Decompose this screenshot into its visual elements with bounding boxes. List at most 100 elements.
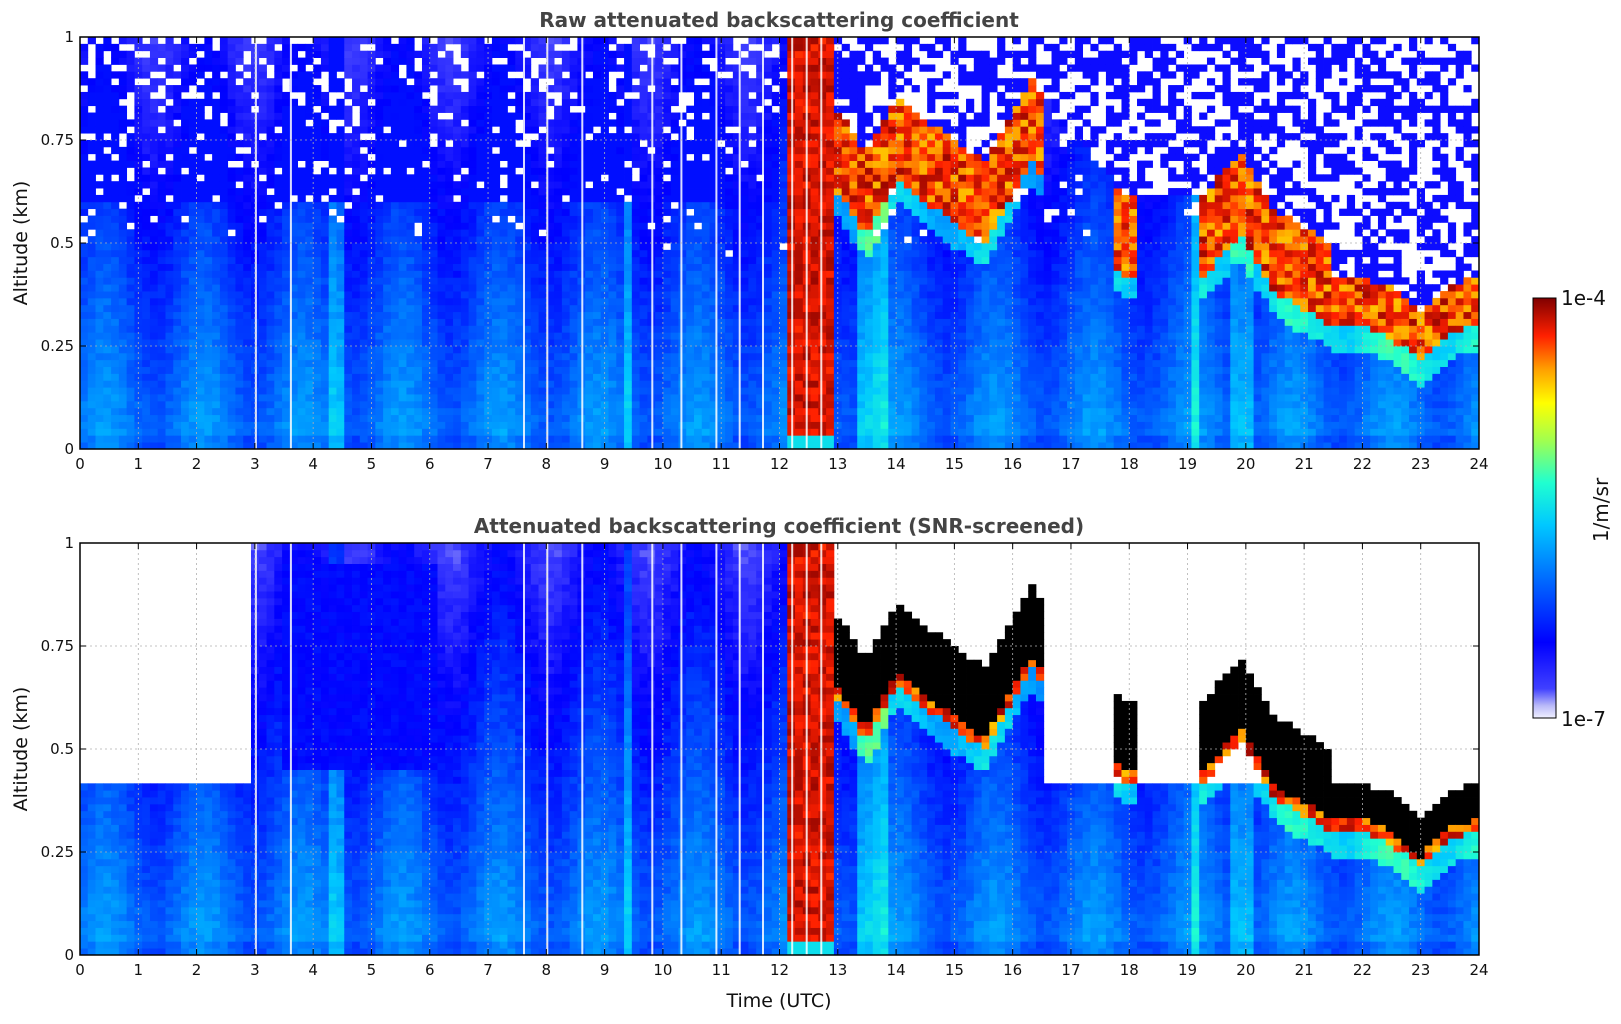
- heatmap-cell: [344, 360, 352, 367]
- heatmap-cell: [111, 408, 119, 415]
- heatmap-cell: [103, 119, 111, 126]
- heatmap-cell: [103, 264, 111, 271]
- heatmap-cell: [274, 264, 282, 271]
- heatmap-cell: [88, 339, 96, 346]
- heatmap-cell: [352, 202, 360, 209]
- heatmap-cell: [119, 126, 127, 133]
- heatmap-cell: [305, 229, 313, 236]
- heatmap-cell: [165, 332, 173, 339]
- heatmap-cell: [189, 44, 197, 51]
- heatmap-cell: [88, 257, 96, 264]
- heatmap-cell: [165, 85, 173, 92]
- heatmap-cell: [96, 113, 104, 120]
- heatmap-cell: [414, 78, 422, 85]
- heatmap-cell: [329, 133, 337, 140]
- heatmap-cell: [267, 435, 275, 442]
- heatmap-cell: [103, 222, 111, 229]
- heatmap-cell: [274, 284, 282, 291]
- heatmap-cell: [422, 435, 430, 442]
- heatmap-cell: [181, 37, 189, 44]
- heatmap-cell: [305, 284, 313, 291]
- heatmap-cell: [111, 99, 119, 106]
- heatmap-cell: [243, 167, 251, 174]
- heatmap-cell: [150, 209, 158, 216]
- heatmap-cell: [445, 58, 453, 65]
- heatmap-cell: [274, 78, 282, 85]
- heatmap-cell: [80, 291, 88, 298]
- heatmap-cell: [438, 58, 446, 65]
- heatmap-cell: [445, 394, 453, 401]
- heatmap-cell: [313, 339, 321, 346]
- heatmap-cell: [406, 64, 414, 71]
- heatmap-cell: [96, 140, 104, 147]
- heatmap-cell: [235, 360, 243, 367]
- heatmap-cell: [414, 250, 422, 257]
- heatmap-cell: [375, 422, 383, 429]
- heatmap-cell: [111, 380, 119, 387]
- heatmap-cell: [181, 312, 189, 319]
- heatmap-cell: [406, 373, 414, 380]
- heatmap-cell: [212, 387, 220, 394]
- heatmap-cell: [189, 174, 197, 181]
- heatmap-cell: [344, 37, 352, 44]
- heatmap-cell: [391, 147, 399, 154]
- heatmap-cell: [336, 154, 344, 161]
- heatmap-cell: [235, 408, 243, 415]
- heatmap-cell: [383, 216, 391, 223]
- heatmap-cell: [181, 264, 189, 271]
- heatmap-cell: [453, 353, 461, 360]
- heatmap-cell: [298, 64, 306, 71]
- heatmap-cell: [414, 202, 422, 209]
- heatmap-cell: [259, 319, 267, 326]
- heatmap-cell: [267, 394, 275, 401]
- heatmap-cell: [445, 305, 453, 312]
- heatmap-cell: [360, 387, 368, 394]
- heatmap-cell: [399, 119, 407, 126]
- heatmap-cell: [127, 435, 135, 442]
- heatmap-cell: [414, 236, 422, 243]
- heatmap-cell: [158, 78, 166, 85]
- heatmap-cell: [259, 92, 267, 99]
- heatmap-cell: [391, 339, 399, 346]
- heatmap-cell: [165, 325, 173, 332]
- heatmap-cell: [127, 346, 135, 353]
- heatmap-cell: [181, 394, 189, 401]
- heatmap-cell: [181, 243, 189, 250]
- heatmap-cell: [111, 161, 119, 168]
- heatmap-cell: [259, 401, 267, 408]
- heatmap-cell: [329, 408, 337, 415]
- heatmap-cell: [445, 380, 453, 387]
- heatmap-cell: [282, 312, 290, 319]
- heatmap-cell: [165, 250, 173, 257]
- heatmap-cell: [352, 312, 360, 319]
- heatmap-cell: [119, 161, 127, 168]
- heatmap-cell: [422, 202, 430, 209]
- heatmap-cell: [220, 428, 228, 435]
- heatmap-cell: [142, 339, 150, 346]
- heatmap-cell: [321, 236, 329, 243]
- heatmap-cell: [220, 339, 228, 346]
- heatmap-cell: [150, 181, 158, 188]
- heatmap-cell: [399, 195, 407, 202]
- heatmap-cell: [282, 92, 290, 99]
- heatmap-cell: [422, 346, 430, 353]
- heatmap-cell: [243, 140, 251, 147]
- heatmap-cell: [321, 229, 329, 236]
- heatmap-cell: [142, 387, 150, 394]
- heatmap-cell: [422, 113, 430, 120]
- heatmap-cell: [103, 216, 111, 223]
- heatmap-cell: [228, 99, 236, 106]
- heatmap-cell: [298, 367, 306, 374]
- heatmap-cell: [344, 284, 352, 291]
- heatmap-cell: [111, 305, 119, 312]
- heatmap-cell: [329, 332, 337, 339]
- heatmap-cell: [204, 250, 212, 257]
- heatmap-cell: [445, 167, 453, 174]
- heatmap-cell: [298, 277, 306, 284]
- heatmap-cell: [212, 319, 220, 326]
- heatmap-cell: [352, 85, 360, 92]
- heatmap-cell: [414, 195, 422, 202]
- heatmap-cell: [220, 305, 228, 312]
- heatmap-cell: [204, 277, 212, 284]
- heatmap-cell: [142, 428, 150, 435]
